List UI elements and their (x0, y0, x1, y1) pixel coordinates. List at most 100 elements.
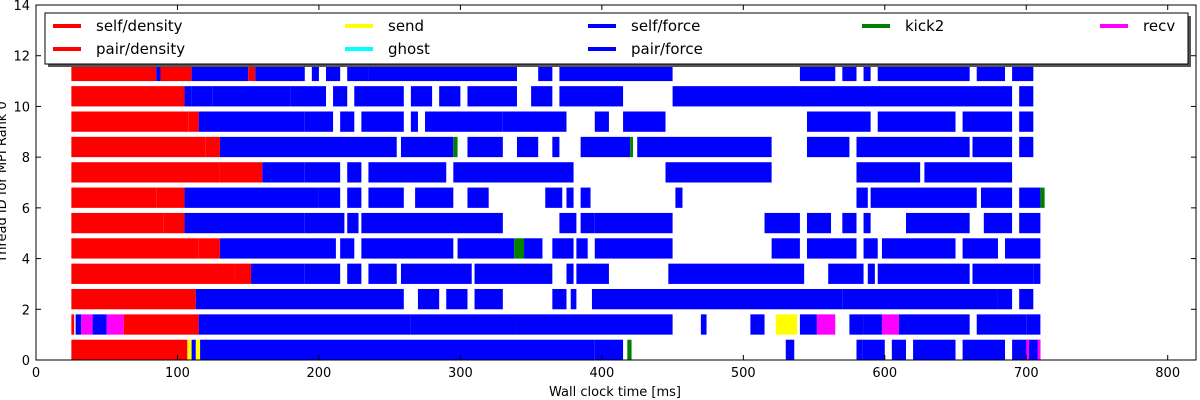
task-bar-thread-5-12 (863, 212, 871, 234)
task-bar-thread-10-10 (531, 86, 553, 107)
task-bar-thread-9-10 (623, 111, 666, 132)
task-bar-thread-9-1 (188, 111, 199, 132)
task-bar-thread-1-11 (775, 314, 798, 335)
y-axis-label: Thread ID for MPI Rank 0 (0, 101, 10, 263)
task-bar-thread-6-13 (870, 187, 977, 208)
task-bar-thread-5-6 (559, 212, 577, 234)
task-bar-thread-6-11 (675, 187, 683, 208)
task-bar-thread-4-1 (198, 238, 220, 259)
task-bar-thread-4-8 (552, 238, 574, 259)
task-bar-thread-2-6 (570, 289, 577, 310)
task-bar-thread-8-12 (856, 136, 970, 158)
task-bar-thread-1-2 (81, 314, 93, 335)
task-bar-thread-5-2 (184, 212, 305, 234)
task-bar-thread-0-2 (191, 339, 196, 360)
task-bar-thread-8-13 (972, 136, 1013, 158)
task-bar-thread-5-1 (163, 212, 185, 234)
task-bar-thread-10-11 (559, 86, 624, 107)
task-bar-thread-4-4 (361, 238, 454, 259)
task-bar-thread-3-6 (400, 263, 472, 284)
task-bar-thread-8-7 (552, 136, 560, 158)
task-bar-thread-1-19 (1026, 314, 1041, 335)
task-bar-thread-4-16 (1005, 238, 1041, 259)
task-bar-thread-1-9 (700, 314, 707, 335)
task-bar-thread-9-13 (962, 111, 1013, 132)
x-tick-label: 0 (32, 366, 40, 381)
task-bar-thread-4-0 (71, 238, 199, 259)
task-bar-thread-0-8 (856, 339, 863, 360)
x-tick-label: 800 (1155, 366, 1180, 381)
task-bar-thread-7-8 (856, 162, 921, 183)
task-bar-thread-10-4 (290, 86, 326, 107)
task-bar-thread-0-14 (1026, 339, 1030, 360)
task-bar-thread-2-9 (997, 289, 1013, 310)
task-bar-thread-9-3 (304, 111, 334, 132)
task-bar-thread-1-12 (799, 314, 817, 335)
task-bar-thread-8-5 (467, 136, 503, 158)
task-bar-thread-6-5 (368, 187, 404, 208)
task-bar-thread-6-12 (856, 187, 868, 208)
task-bar-thread-0-0 (71, 339, 188, 360)
task-bar-thread-6-1 (156, 187, 185, 208)
legend-entry-label: self/density (96, 17, 183, 35)
task-bar-thread-1-4 (106, 314, 124, 335)
task-bar-thread-1-3 (92, 314, 107, 335)
task-bar-thread-7-1 (219, 162, 263, 183)
task-bar-thread-3-10 (668, 263, 805, 284)
task-bar-thread-7-7 (665, 162, 772, 183)
task-bar-thread-2-1 (195, 289, 404, 310)
task-bar-thread-0-3 (195, 339, 201, 360)
task-bar-thread-3-11 (828, 263, 864, 284)
task-bar-thread-1-13 (816, 314, 836, 335)
task-bar-thread-4-6 (514, 238, 525, 259)
y-tick-label: 0 (22, 354, 30, 369)
plot-frame (35, 4, 1197, 361)
task-bar-thread-6-0 (71, 187, 157, 208)
task-bar-thread-9-4 (340, 111, 355, 132)
task-bar-thread-7-0 (71, 162, 220, 183)
task-bar-thread-5-13 (906, 212, 970, 234)
task-bar-thread-3-12 (867, 263, 875, 284)
task-bar-thread-0-15 (1037, 339, 1041, 360)
x-tick-label: 500 (731, 366, 756, 381)
task-bar-thread-8-6 (516, 136, 539, 158)
task-bar-thread-5-0 (71, 212, 164, 234)
task-bar-thread-1-18 (976, 314, 1027, 335)
x-axis-label: Wall clock time [ms] (549, 385, 681, 400)
task-bar-thread-3-7 (474, 263, 553, 284)
task-bar-thread-0-6 (627, 339, 632, 360)
task-bar-thread-8-4 (453, 136, 458, 158)
task-bar-thread-3-3 (304, 263, 341, 284)
task-bar-thread-7-3 (304, 162, 341, 183)
x-axis-ticks: 0 100 200 300 400 500 600 700 800 (32, 5, 1180, 381)
task-bar-thread-3-4 (347, 263, 362, 284)
task-bar-thread-9-8 (502, 111, 567, 132)
y-tick-label: 12 (13, 50, 30, 65)
task-bar-thread-5-8 (594, 212, 673, 234)
legend-entry-label: recv (1143, 17, 1175, 35)
task-bar-thread-5-5 (361, 212, 503, 234)
task-bar-thread-9-12 (877, 111, 956, 132)
task-bar-thread-2-10 (1019, 289, 1034, 310)
task-bar-thread-5-14 (983, 212, 1013, 234)
y-tick-label: 14 (13, 0, 30, 14)
task-bar-thread-0-5 (594, 339, 624, 360)
task-bar-thread-1-5 (123, 314, 199, 335)
legend-entry-label: self/force (631, 17, 700, 35)
task-bar-thread-9-2 (198, 111, 305, 132)
task-bar-thread-10-1 (184, 86, 192, 107)
task-bar-thread-5-11 (842, 212, 857, 234)
task-bar-thread-6-8 (545, 187, 563, 208)
x-tick-label: 200 (307, 366, 332, 381)
task-bar-thread-2-3 (446, 289, 468, 310)
task-bar-thread-6-15 (1019, 187, 1041, 208)
task-bar-thread-8-9 (630, 136, 633, 158)
y-tick-label: 2 (22, 303, 30, 318)
task-bar-thread-4-2 (219, 238, 336, 259)
task-bar-thread-11-4 (248, 60, 256, 82)
task-bar-thread-0-7 (785, 339, 795, 360)
task-bar-thread-11-14 (863, 60, 871, 82)
task-bar-thread-7-5 (368, 162, 447, 183)
task-bar-thread-4-15 (962, 238, 998, 259)
